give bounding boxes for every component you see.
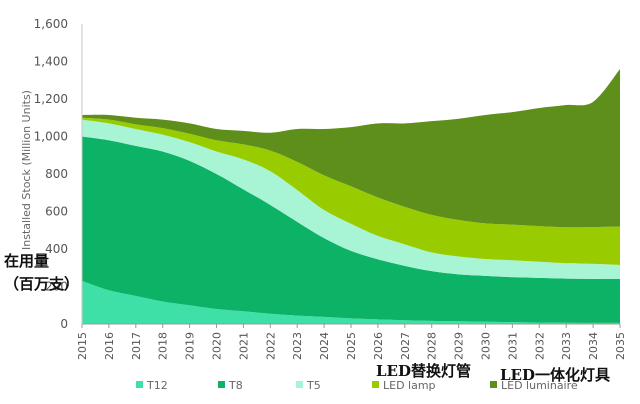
y-tick-label: 1,000 (34, 130, 68, 144)
y-tick-label: 1,200 (34, 92, 68, 106)
x-tick-label: 2018 (157, 332, 170, 360)
legend-label: LED luminaire (501, 379, 578, 392)
legend-label: LED lamp (383, 379, 436, 392)
y-tick-label: 1,400 (34, 55, 68, 69)
x-tick-label: 2025 (345, 332, 358, 360)
x-axis: 2015 2016 2017 2018 2019 2020 2021 2022 2023 2024… (76, 324, 627, 360)
annotation-in-use-label: 在用量 (4, 252, 50, 270)
x-tick-label: 2026 (372, 332, 385, 360)
legend-label: T12 (146, 379, 168, 392)
y-tick-label: 400 (45, 242, 68, 256)
x-tick-label: 2029 (453, 332, 466, 360)
y-tick-label: 800 (45, 167, 68, 181)
legend-swatch (218, 381, 225, 388)
x-tick-label: 2017 (130, 332, 143, 360)
x-tick-label: 2033 (560, 332, 573, 360)
area-led-luminaire (82, 69, 620, 228)
x-tick-label: 2020 (211, 332, 224, 360)
x-tick-label: 2030 (480, 332, 493, 360)
legend: T12 T8 T5 LED lamp LED luminaire (136, 379, 578, 392)
legend-swatch (296, 381, 303, 388)
x-tick-label: 2027 (399, 332, 412, 360)
y-tick-label: 0 (60, 317, 68, 331)
legend-label: T5 (306, 379, 321, 392)
legend-swatch (490, 381, 497, 388)
annotation-unit-label: （百万支） (4, 275, 80, 293)
legend-swatch (372, 381, 379, 388)
y-axis-label: Installed Stock (Million Units) (20, 90, 33, 250)
y-tick-label: 200 (45, 280, 68, 294)
y-tick-label: 600 (45, 205, 68, 219)
legend-swatch (136, 381, 143, 388)
x-tick-label: 2035 (614, 332, 627, 360)
annotation-led-tube-label: LED替换灯管 (376, 362, 471, 380)
area-t5 (82, 119, 620, 279)
x-tick-label: 2028 (426, 332, 439, 360)
x-tick-label: 2019 (184, 332, 197, 360)
annotation-led-luminaire-label: LED一体化灯具 (500, 366, 610, 384)
x-tick-label: 2022 (264, 332, 277, 360)
legend-label: T8 (228, 379, 243, 392)
x-tick-label: 2034 (587, 332, 600, 360)
x-tick-label: 2024 (318, 332, 331, 360)
area-t8 (82, 136, 620, 324)
x-tick-label: 2032 (533, 332, 546, 360)
area-series-group (82, 69, 620, 324)
x-tick-label: 2015 (76, 332, 89, 360)
area-led-lamp (82, 117, 620, 265)
x-tick-label: 2016 (103, 332, 116, 360)
x-tick-label: 2021 (237, 332, 250, 360)
y-axis: 0 200 400 600 800 1,000 1,200 1,400 1,600 (34, 17, 68, 331)
area-t12 (82, 280, 620, 324)
x-tick-label: 2023 (291, 332, 304, 360)
x-tick-label: 2031 (506, 332, 519, 360)
y-tick-label: 1,600 (34, 17, 68, 31)
